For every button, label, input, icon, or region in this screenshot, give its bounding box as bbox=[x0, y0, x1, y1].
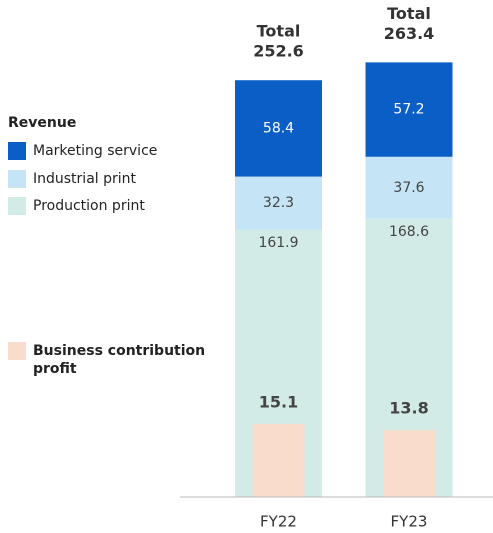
total-label: Total bbox=[257, 22, 301, 41]
legend-label: Marketing service bbox=[33, 143, 158, 159]
profit-label: 15.1 bbox=[259, 392, 298, 411]
value-label: 168.6 bbox=[389, 224, 429, 240]
value-label: 58.4 bbox=[263, 120, 294, 136]
bar-segment bbox=[235, 80, 322, 177]
legend-label: Production print bbox=[33, 198, 145, 214]
value-label: 161.9 bbox=[258, 235, 298, 251]
legend-label: Business contribution profit bbox=[33, 343, 206, 377]
profit-label: 13.8 bbox=[389, 399, 428, 418]
legend-item: Marketing service bbox=[8, 142, 157, 160]
profit-bar bbox=[252, 423, 305, 497]
total-value: 263.4 bbox=[384, 24, 435, 43]
legend-swatch bbox=[8, 197, 26, 215]
total-label: Total bbox=[387, 4, 431, 23]
legend-item: Industrial print bbox=[8, 169, 137, 188]
legend-swatch bbox=[8, 169, 26, 188]
bar-segment bbox=[365, 156, 453, 219]
value-label: 37.6 bbox=[393, 180, 424, 196]
bar-segment bbox=[235, 176, 322, 230]
legend-title: Revenue bbox=[8, 115, 77, 131]
legend-item: Business contribution profit bbox=[8, 342, 228, 378]
legend-swatch bbox=[8, 142, 26, 160]
legend-item: Production print bbox=[8, 197, 145, 215]
legend-label: Industrial print bbox=[33, 170, 137, 187]
bar-segment bbox=[365, 62, 453, 157]
x-tick-label: FY23 bbox=[391, 513, 428, 531]
total-value: 252.6 bbox=[253, 42, 304, 61]
value-label: 57.2 bbox=[393, 102, 424, 118]
profit-bar bbox=[383, 430, 435, 497]
legend-swatch bbox=[8, 342, 26, 360]
x-tick-label: FY22 bbox=[260, 513, 297, 531]
value-label: 32.3 bbox=[263, 195, 294, 211]
